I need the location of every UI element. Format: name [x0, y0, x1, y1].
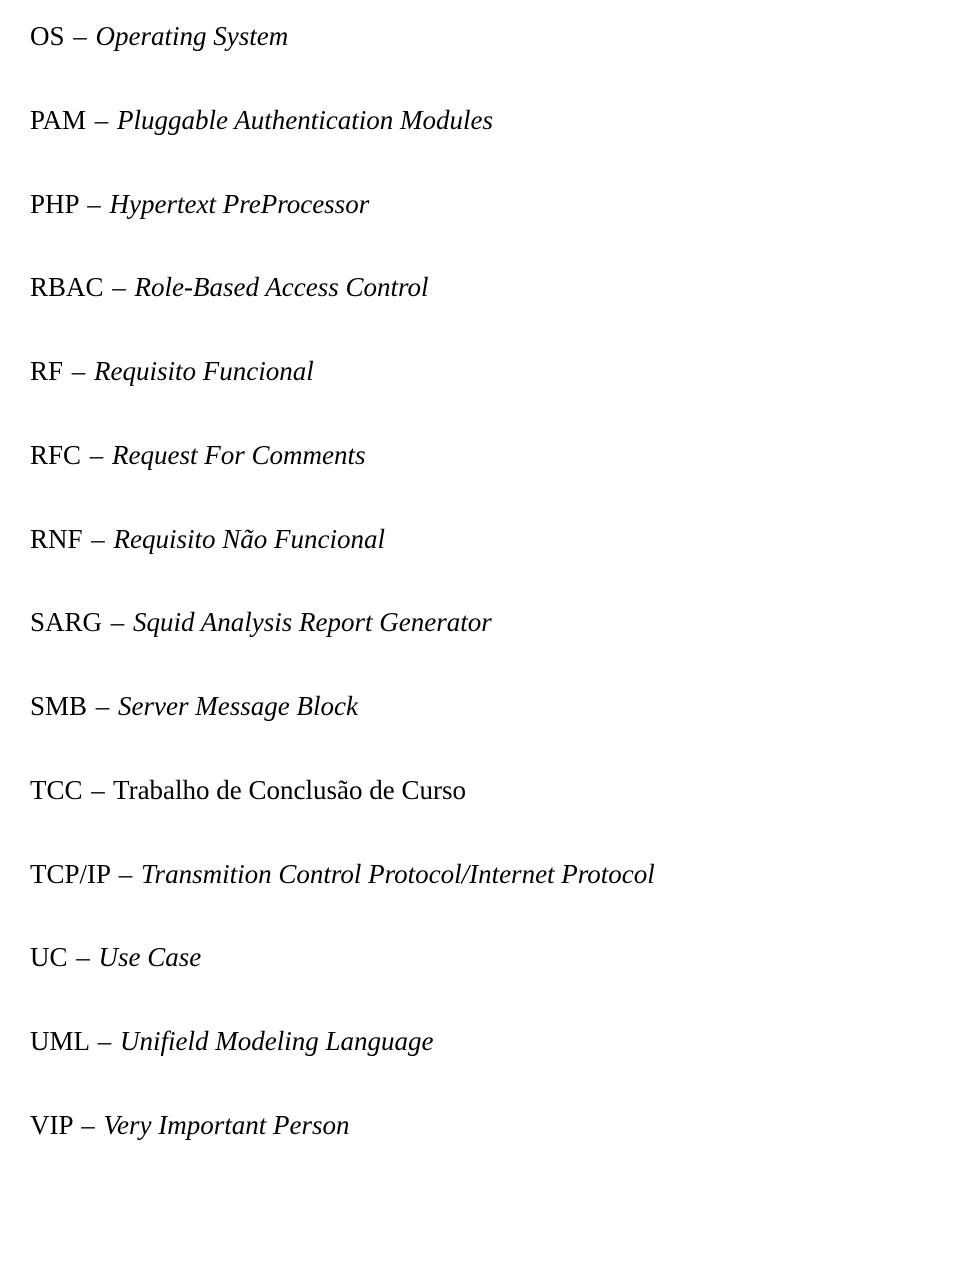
- abbr: SMB: [30, 691, 87, 721]
- expansion: Squid Analysis Report Generator: [133, 607, 492, 637]
- glossary-entry: VIP – Very Important Person: [30, 1109, 930, 1143]
- abbr: SARG: [30, 607, 102, 637]
- dash: –: [111, 607, 125, 637]
- expansion: Hypertext PreProcessor: [110, 189, 370, 219]
- glossary-entry: RBAC – Role-Based Access Control: [30, 271, 930, 305]
- glossary-entry: UC – Use Case: [30, 941, 930, 975]
- abbr: RNF: [30, 524, 83, 554]
- expansion: Transmition Control Protocol/Internet Pr…: [141, 859, 655, 889]
- abbr: UC: [30, 942, 68, 972]
- glossary-entry: OS – Operating System: [30, 20, 930, 54]
- abbr: OS: [30, 21, 65, 51]
- glossary-entry: PHP – Hypertext PreProcessor: [30, 188, 930, 222]
- expansion: Requisito Não Funcional: [114, 524, 385, 554]
- dash: –: [81, 1110, 95, 1140]
- expansion: Requisito Funcional: [94, 356, 314, 386]
- dash: –: [72, 356, 86, 386]
- glossary-entry: TCC – Trabalho de Conclusão de Curso: [30, 774, 930, 808]
- dash: –: [73, 21, 87, 51]
- abbr: RBAC: [30, 272, 104, 302]
- abbr: TCP/IP: [30, 859, 110, 889]
- expansion: Trabalho de Conclusão de Curso: [113, 775, 466, 805]
- glossary-entry: SARG – Squid Analysis Report Generator: [30, 606, 930, 640]
- abbr: PHP: [30, 189, 79, 219]
- abbr: RF: [30, 356, 63, 386]
- expansion: Role-Based Access Control: [135, 272, 429, 302]
- expansion: Pluggable Authentication Modules: [117, 105, 493, 135]
- glossary-entry: UML – Unifield Modeling Language: [30, 1025, 930, 1059]
- abbr: PAM: [30, 105, 86, 135]
- dash: –: [91, 775, 105, 805]
- glossary-entry: RF – Requisito Funcional: [30, 355, 930, 389]
- abbr: RFC: [30, 440, 81, 470]
- dash: –: [87, 189, 101, 219]
- dash: –: [91, 524, 105, 554]
- expansion: Operating System: [96, 21, 289, 51]
- expansion: Server Message Block: [118, 691, 358, 721]
- expansion: Use Case: [99, 942, 202, 972]
- abbr: VIP: [30, 1110, 73, 1140]
- glossary-entry: SMB – Server Message Block: [30, 690, 930, 724]
- expansion: Request For Comments: [112, 440, 365, 470]
- expansion: Very Important Person: [104, 1110, 350, 1140]
- glossary-entry: PAM – Pluggable Authentication Modules: [30, 104, 930, 138]
- abbr: UML: [30, 1026, 89, 1056]
- dash: –: [98, 1026, 112, 1056]
- dash: –: [112, 272, 126, 302]
- glossary-entry: RFC – Request For Comments: [30, 439, 930, 473]
- expansion: Unifield Modeling Language: [120, 1026, 433, 1056]
- dash: –: [96, 691, 110, 721]
- dash: –: [90, 440, 104, 470]
- glossary-entry: RNF – Requisito Não Funcional: [30, 523, 930, 557]
- dash: –: [119, 859, 133, 889]
- dash: –: [76, 942, 90, 972]
- abbr: TCC: [30, 775, 83, 805]
- glossary-entry: TCP/IP – Transmition Control Protocol/In…: [30, 858, 930, 892]
- dash: –: [95, 105, 109, 135]
